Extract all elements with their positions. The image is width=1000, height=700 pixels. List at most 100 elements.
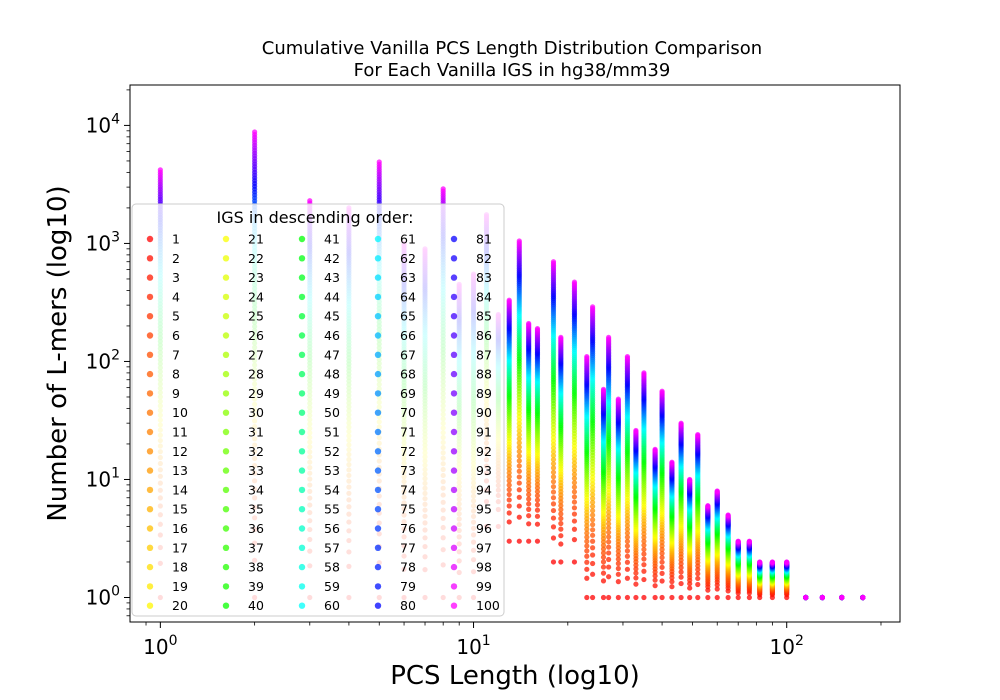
legend-entry-label: 3 <box>172 270 180 285</box>
data-point <box>590 532 596 538</box>
data-point <box>534 507 541 513</box>
data-point <box>590 552 596 558</box>
legend-entry-label: 61 <box>400 232 416 247</box>
data-point <box>550 495 557 501</box>
data-point <box>641 370 647 376</box>
data-point <box>550 259 557 265</box>
data-point <box>659 559 665 565</box>
legend-entry-label: 25 <box>248 309 264 324</box>
data-point <box>558 520 564 527</box>
data-point <box>641 594 647 601</box>
legend-entry-label: 59 <box>324 579 340 594</box>
data-point <box>860 594 866 601</box>
legend-entry-label: 19 <box>172 579 188 594</box>
legend-entry-label: 32 <box>248 444 264 459</box>
data-point <box>633 581 639 587</box>
data-point <box>534 521 541 527</box>
data-point <box>571 460 578 466</box>
legend-marker <box>146 544 154 551</box>
data-point <box>624 553 631 559</box>
legend-marker <box>374 486 382 494</box>
data-point <box>615 565 621 572</box>
data-point <box>590 495 596 501</box>
legend-entry-label: 72 <box>400 444 416 459</box>
data-point <box>590 571 596 577</box>
legend-entry-label: 99 <box>476 579 492 594</box>
legend-marker <box>374 351 382 358</box>
legend-entry-label: 7 <box>172 347 180 362</box>
data-point <box>516 458 522 464</box>
data-point <box>590 594 596 601</box>
data-point <box>526 487 532 494</box>
data-point <box>633 427 639 434</box>
data-point <box>615 571 621 577</box>
legend-marker <box>146 390 154 397</box>
data-point <box>705 594 711 601</box>
legend-entry-label: 74 <box>400 482 416 497</box>
data-point <box>506 491 512 498</box>
legend-entry-label: 48 <box>324 367 340 382</box>
data-point <box>606 517 612 523</box>
legend-marker <box>222 351 230 358</box>
data-point <box>600 550 607 556</box>
data-point <box>746 594 752 601</box>
data-point <box>558 511 564 517</box>
legend-entry-label: 88 <box>476 367 492 382</box>
data-point <box>606 513 612 519</box>
legend-marker <box>450 255 458 262</box>
data-point <box>641 556 647 562</box>
legend-marker <box>222 409 230 416</box>
legend-marker <box>298 448 306 455</box>
data-point <box>606 594 612 601</box>
data-point <box>526 491 532 498</box>
data-point <box>652 594 658 601</box>
data-point <box>526 320 532 327</box>
legend-entry-label: 58 <box>324 560 340 575</box>
data-point <box>590 488 596 494</box>
data-point <box>652 573 658 579</box>
legend-entry-label: 69 <box>400 386 416 401</box>
data-point <box>624 534 631 540</box>
legend-entry-label: 31 <box>248 425 264 440</box>
legend-marker <box>146 235 154 243</box>
legend-marker <box>298 351 306 358</box>
data-point <box>669 584 675 590</box>
data-point <box>584 353 590 360</box>
data-point <box>558 334 564 340</box>
data-point <box>606 556 612 563</box>
data-point <box>571 489 578 495</box>
data-point <box>584 530 590 536</box>
legend-entry-label: 73 <box>400 463 416 478</box>
data-point <box>571 480 578 486</box>
legend-marker <box>298 332 306 339</box>
legend-entry-label: 6 <box>172 328 180 343</box>
data-point <box>550 515 557 521</box>
plot-frame <box>129 84 901 623</box>
data-point <box>550 501 557 507</box>
data-point <box>606 529 612 535</box>
data-point <box>633 594 639 601</box>
legend-entry-label: 77 <box>400 540 416 555</box>
data-point <box>571 484 578 490</box>
data-point <box>659 550 665 556</box>
data-point <box>440 186 446 192</box>
data-point <box>550 445 557 451</box>
data-point <box>590 512 596 518</box>
legend-entry-label: 70 <box>400 405 416 420</box>
data-point <box>516 428 522 434</box>
x-tick-label: 101 <box>456 633 490 659</box>
y-tick-label: 101 <box>86 465 120 491</box>
legend-marker <box>222 255 230 262</box>
data-point <box>678 594 684 601</box>
data-point <box>615 556 621 562</box>
legend-marker <box>450 390 458 397</box>
legend-marker <box>450 235 458 243</box>
data-point <box>584 548 590 554</box>
data-point <box>584 538 590 544</box>
legend-marker <box>450 448 458 455</box>
legend-entry-label: 44 <box>324 289 340 304</box>
legend-marker <box>374 390 382 397</box>
data-point <box>695 567 701 573</box>
data-point <box>516 474 522 480</box>
